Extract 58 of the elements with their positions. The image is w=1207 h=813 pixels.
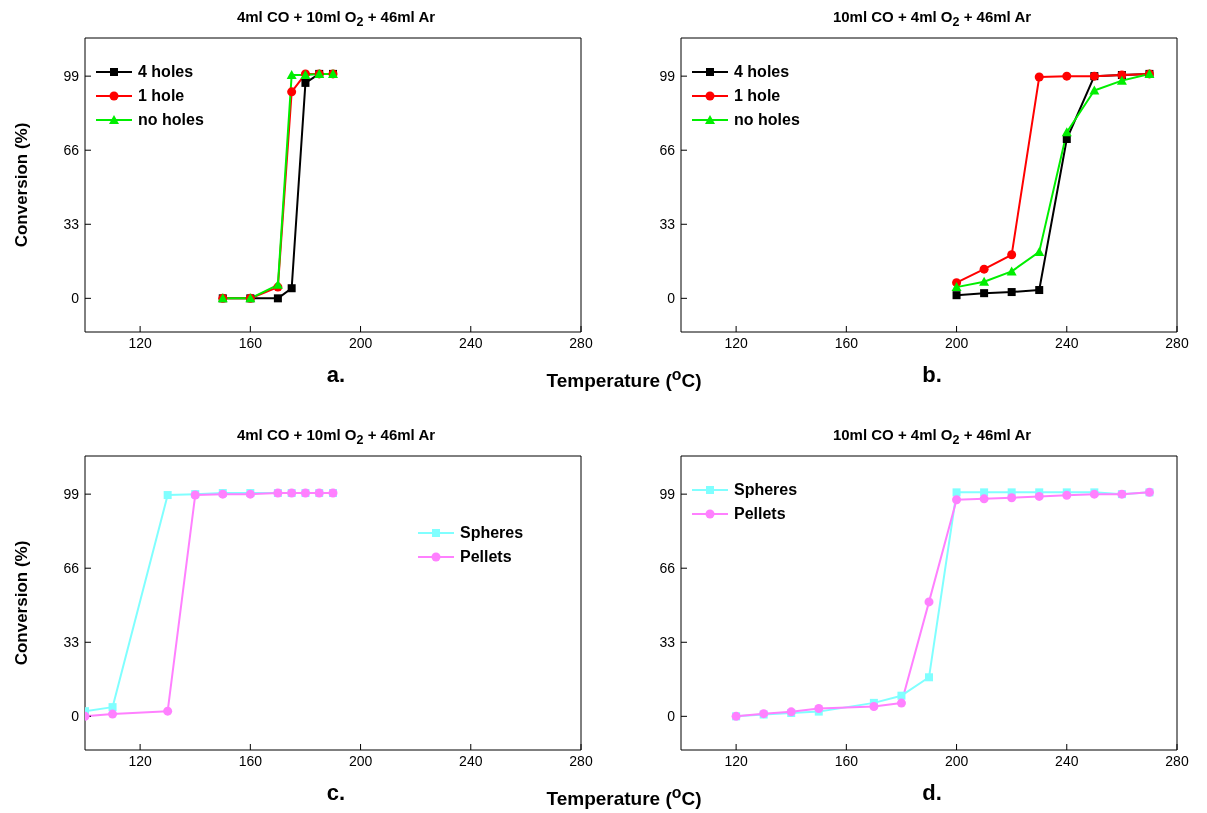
x-tick-label: 240 [1055, 752, 1079, 769]
y-tick-label: 66 [659, 560, 676, 577]
y-axis-title: Conversion (%) [12, 122, 31, 248]
y-tick-label: 99 [63, 486, 80, 503]
text: c. [326, 780, 346, 805]
y-tick-label: 33 [63, 216, 80, 233]
y-tick-label: 66 [63, 560, 80, 577]
y-tick-label: 99 [659, 68, 676, 85]
chart-title: 10ml CO + 4ml O$_{2}$ + 46ml Ar [831, 8, 1033, 31]
legend-label: 4 holes [734, 63, 790, 81]
legend-label: 4 holes [138, 63, 194, 81]
x-tick-label: 240 [1055, 334, 1079, 351]
text: d. [922, 780, 942, 805]
text: a. [326, 362, 346, 387]
x-tick-label: 120 [128, 334, 152, 351]
legend-label: 1 hole [138, 87, 185, 105]
y-tick-label: 33 [659, 216, 676, 233]
x-tick-label: 120 [724, 752, 748, 769]
legend-label: Pellets [460, 548, 512, 566]
x-tick-label: 240 [459, 334, 483, 351]
legend-label: no holes [734, 111, 800, 129]
y-tick-label: 33 [63, 634, 80, 651]
x-tick-label: 160 [834, 752, 859, 769]
y-axis-title: Conversion (%) [12, 540, 31, 666]
text: b. [922, 362, 942, 387]
y-tick-label: 99 [63, 68, 80, 85]
chart-title: 4ml CO + 10ml O$_{2}$ + 46ml Ar [235, 8, 437, 31]
x-tick-label: 200 [348, 334, 373, 351]
y-tick-label: 0 [71, 290, 80, 307]
legend-label: 1 hole [734, 87, 781, 105]
y-tick-label: 66 [63, 142, 80, 159]
y-tick-label: 0 [71, 708, 80, 725]
x-tick-label: 280 [1165, 752, 1189, 769]
x-tick-label: 120 [724, 334, 748, 351]
chart-title: 10ml CO + 4ml O$_{2}$ + 46ml Ar [831, 426, 1033, 449]
x-tick-label: 200 [944, 334, 969, 351]
legend-label: Spheres [460, 524, 524, 542]
y-tick-label: 33 [659, 634, 676, 651]
x-tick-label: 120 [128, 752, 152, 769]
y-tick-label: 99 [659, 486, 676, 503]
x-tick-label: 240 [459, 752, 483, 769]
x-tick-label: 160 [834, 334, 859, 351]
x-tick-label: 280 [1165, 334, 1189, 351]
x-tick-label: 160 [238, 334, 263, 351]
legend-label: Pellets [734, 505, 786, 523]
legend-label: no holes [138, 111, 204, 129]
x-tick-label: 280 [569, 334, 593, 351]
x-axis-title: Temperature ($^{o}$C) [546, 783, 702, 810]
x-tick-label: 280 [569, 752, 593, 769]
x-axis-title: Temperature ($^{o}$C) [546, 365, 702, 392]
y-tick-label: 66 [659, 142, 676, 159]
legend-label: Spheres [734, 481, 798, 499]
chart-title: 4ml CO + 10ml O$_{2}$ + 46ml Ar [235, 426, 437, 449]
x-tick-label: 200 [944, 752, 969, 769]
y-tick-label: 0 [667, 708, 676, 725]
x-tick-label: 160 [238, 752, 263, 769]
x-tick-label: 200 [348, 752, 373, 769]
y-tick-label: 0 [667, 290, 676, 307]
